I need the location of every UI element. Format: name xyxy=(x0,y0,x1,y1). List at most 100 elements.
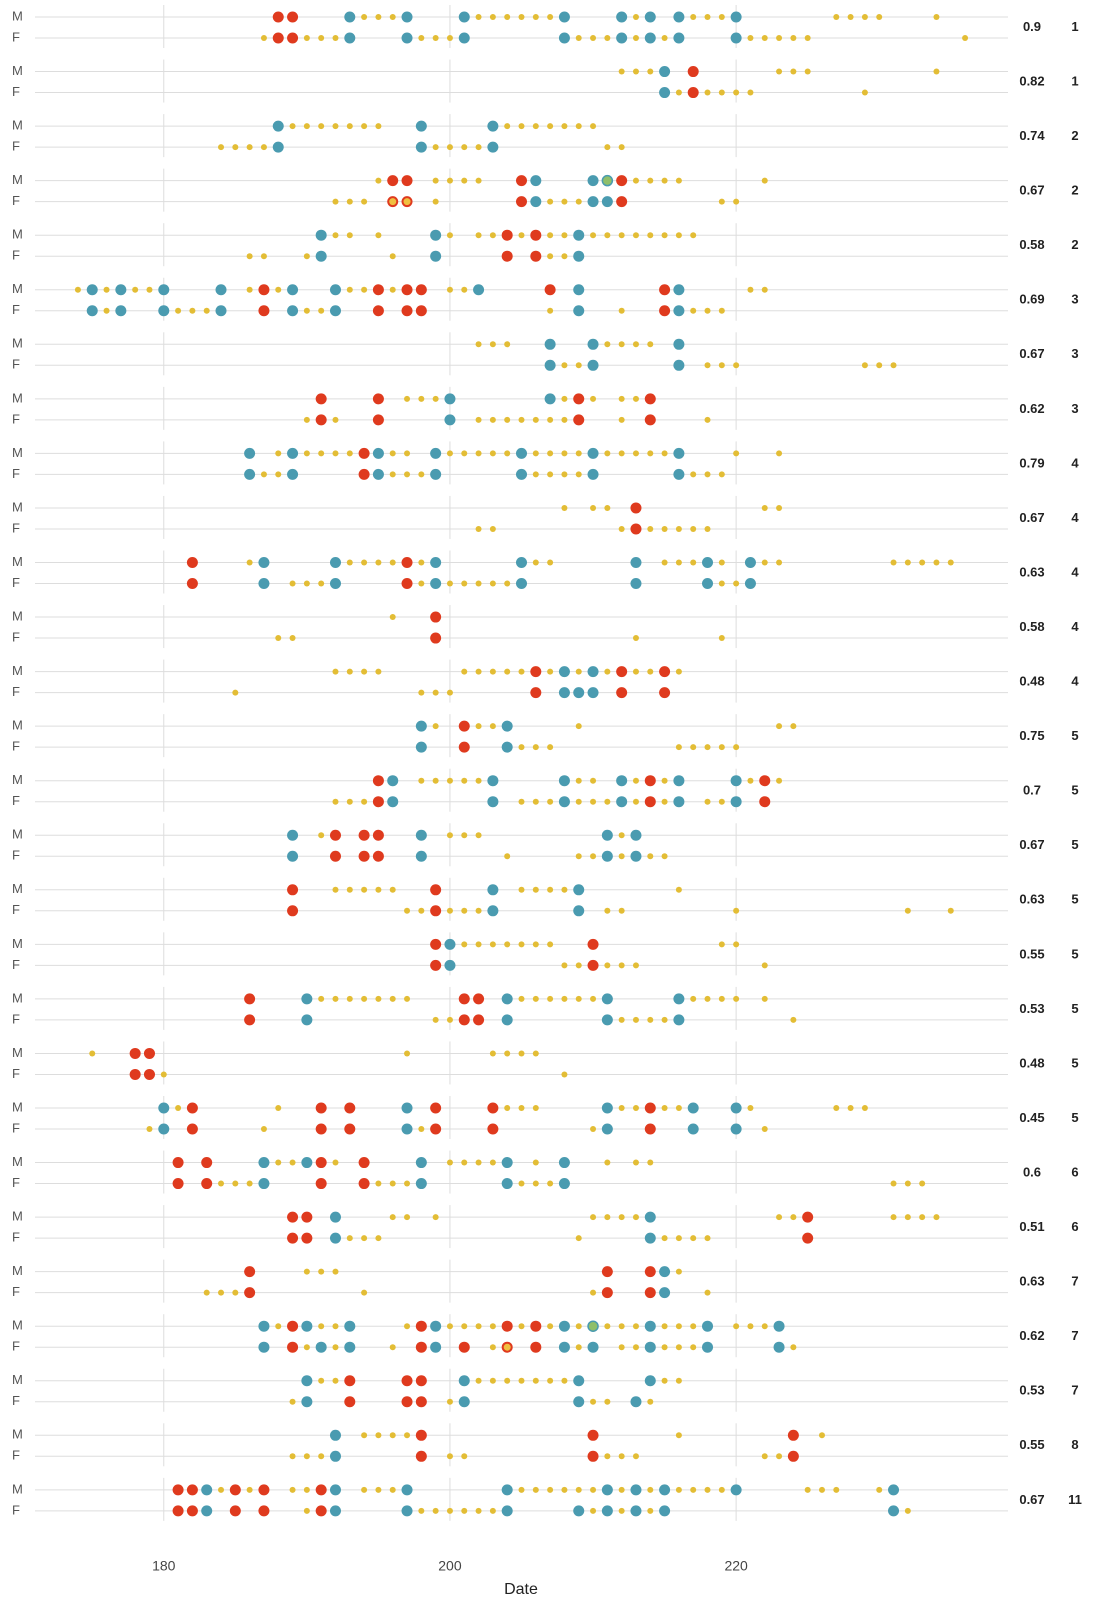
dot-yellow xyxy=(632,232,639,239)
dot-yellow xyxy=(933,68,940,75)
dot-teal xyxy=(372,447,384,459)
row-label: M xyxy=(12,1209,23,1224)
dot-yellow xyxy=(346,450,353,457)
dot-yellow xyxy=(647,232,654,239)
dot-yellow xyxy=(532,1050,539,1057)
dot-red xyxy=(430,938,442,950)
dot-teal xyxy=(287,284,299,296)
dot-yellow xyxy=(232,1180,239,1187)
dot-yellow xyxy=(547,1323,554,1330)
dot-teal xyxy=(287,468,299,480)
dot-yellow xyxy=(618,1507,625,1514)
dot-yellow xyxy=(461,286,468,293)
dot-yellow xyxy=(590,1398,597,1405)
dot-yellow xyxy=(632,395,639,402)
group: 5 xyxy=(1071,837,1078,852)
dot-red xyxy=(287,1341,299,1353)
dot-red xyxy=(473,1014,485,1026)
dot-yellow xyxy=(375,1432,382,1439)
dot-teal xyxy=(773,1320,785,1332)
dot-yellow xyxy=(632,177,639,184)
dot-red xyxy=(530,687,542,699)
dot-red xyxy=(315,1157,327,1169)
row-label: M xyxy=(12,772,23,787)
row-label: F xyxy=(12,848,20,863)
dot-yellow xyxy=(303,416,310,423)
dot-teal xyxy=(401,1484,413,1496)
dot-yellow xyxy=(647,1486,654,1493)
dot-teal xyxy=(516,468,527,480)
dot-red xyxy=(372,850,384,862)
x-axis-label: Date xyxy=(504,1581,538,1598)
dot-yellow xyxy=(919,559,926,566)
row-label: M xyxy=(12,172,23,187)
dot-teal xyxy=(415,829,427,841)
row-label: F xyxy=(12,29,20,44)
score: 0.67 xyxy=(1019,1492,1044,1507)
dot-red xyxy=(430,632,442,644)
dot-teal xyxy=(888,1505,900,1517)
dot-yellow xyxy=(361,668,368,675)
dot-teal xyxy=(329,305,341,317)
dot-teal xyxy=(644,1320,656,1332)
dot-teal xyxy=(415,1157,427,1169)
dot-yellow xyxy=(962,35,969,41)
dot-teal xyxy=(244,468,256,480)
dot-yellow xyxy=(647,1159,654,1166)
dot-yellow xyxy=(246,144,253,151)
dot-yellow xyxy=(332,35,339,41)
dot-teal xyxy=(601,1123,613,1135)
dot-yellow xyxy=(690,307,697,314)
dot-teal xyxy=(301,1014,313,1026)
dot-yellow xyxy=(675,1486,682,1493)
dot-teal xyxy=(558,775,570,787)
dot-yellow xyxy=(675,232,682,239)
dot-yellow xyxy=(618,341,625,348)
dot-yellow xyxy=(575,35,582,41)
dot-yellow xyxy=(532,941,539,948)
dot-yellow xyxy=(690,525,697,532)
dot-yellow xyxy=(647,450,654,457)
dot-yellow xyxy=(475,777,482,784)
dot-yellow xyxy=(747,1105,754,1111)
dot-red xyxy=(372,796,384,808)
dot-yellow xyxy=(74,286,81,293)
dot-yellow xyxy=(389,1180,396,1187)
row-label: F xyxy=(12,1393,20,1408)
dot-teal xyxy=(516,447,527,459)
dot-yellow xyxy=(404,907,411,914)
dot-yellow xyxy=(919,1180,926,1187)
dot-red xyxy=(201,1157,213,1169)
row-label: F xyxy=(12,629,20,644)
group: 4 xyxy=(1071,564,1079,579)
dot-yellow xyxy=(761,995,768,1002)
dot-yellow xyxy=(618,1453,625,1460)
dot-yellow xyxy=(332,416,339,423)
dot-yellow xyxy=(604,1214,611,1221)
dot-yellow xyxy=(904,1507,911,1514)
dot-yellow xyxy=(632,1453,639,1460)
dot-teal xyxy=(644,1375,656,1387)
dot-red xyxy=(143,1068,155,1080)
dot-yellow xyxy=(632,777,639,784)
dot-yellow xyxy=(518,1105,525,1111)
dot-yellow xyxy=(418,580,425,587)
dot-yellow xyxy=(389,995,396,1002)
dot-yellow xyxy=(704,1289,711,1296)
group: 5 xyxy=(1071,946,1078,961)
dot-teal xyxy=(544,359,556,371)
dot-teal xyxy=(258,578,270,589)
dot-yellow xyxy=(632,962,639,969)
dot-teal xyxy=(158,284,170,296)
dot-yellow xyxy=(618,395,625,402)
dot-yellow xyxy=(761,962,768,969)
dot-yellow xyxy=(561,471,568,478)
dot-yellow xyxy=(446,232,453,239)
dot-yellow xyxy=(704,14,711,20)
dot-yellow xyxy=(575,777,582,784)
dot-teal xyxy=(573,284,585,296)
dot-yellow xyxy=(260,35,267,41)
dot-red xyxy=(415,1375,427,1387)
dot-red xyxy=(644,414,656,426)
row-label: F xyxy=(12,793,20,808)
